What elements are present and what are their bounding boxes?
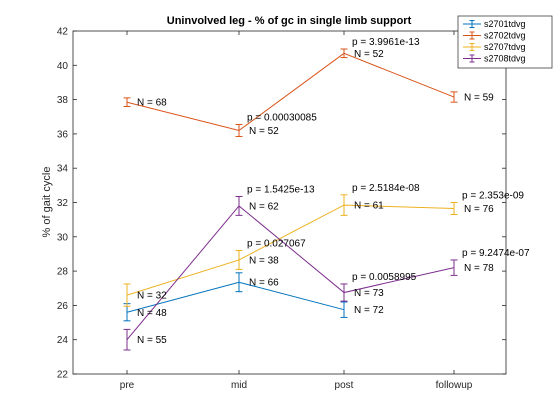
series-s2701tdvg [123,272,348,322]
series-line [126,204,455,296]
p-value-label: p = 1.5425e-13 [247,184,315,195]
error-bar [235,195,243,216]
legend-label: s2702tdvg [484,31,526,41]
y-tick-label: 30 [57,232,69,243]
n-label: N = 32 [137,291,167,302]
n-label: N = 78 [464,263,494,274]
n-label: N = 76 [464,204,494,215]
x-tick-label: mid [231,380,247,391]
error-bar [340,301,348,318]
y-tick-label: 32 [57,198,69,209]
error-bar [450,202,458,216]
legend-item-s2702tdvg: s2702tdvg [463,31,526,41]
legend-label: s2708tdvg [484,54,526,64]
y-tick-label: 22 [57,370,69,381]
chart-title: Uninvolved leg - % of gc in single limb … [167,15,412,27]
y-tick-label: 24 [57,335,69,346]
error-bar [123,283,131,307]
x-tick-label: followup [436,380,473,391]
p-value-label: p = 0.00030085 [247,112,317,123]
n-label: N = 52 [249,126,279,137]
n-label: N = 68 [137,98,167,109]
series-line [126,52,455,132]
p-value-label: p = 2.353e-09 [462,191,524,202]
error-bar [123,97,131,107]
series-layer [123,48,458,351]
n-label: N = 59 [464,93,494,104]
n-label: N = 62 [249,201,279,212]
n-label: N = 55 [137,335,167,346]
n-label: N = 52 [354,49,384,60]
legend-label: s2707tdvg [484,42,526,52]
y-tick-label: 26 [57,301,69,312]
y-tick-label: 38 [57,95,69,106]
p-value-label: p = 0.0058995 [352,272,417,283]
y-tick-label: 36 [57,129,69,140]
error-bar [450,91,458,103]
p-value-label: p = 0.027067 [247,239,306,250]
legend-item-s2707tdvg: s2707tdvg [463,42,526,52]
error-bar [450,259,458,276]
error-bar [235,272,243,293]
error-bar [235,250,243,270]
x-tick-label: pre [120,380,135,391]
error-bar [340,48,348,59]
error-bar [340,194,348,216]
legend-item-s2708tdvg: s2708tdvg [463,54,526,64]
p-value-label: p = 9.2474e-07 [462,248,530,259]
y-tick-label: 40 [57,61,69,72]
x-tick-label: post [335,380,354,391]
n-label: N = 66 [249,278,279,289]
n-label: N = 48 [137,308,167,319]
x-axis: pre mid post followup [120,31,473,391]
n-label: N = 61 [354,201,384,212]
series-s2708tdvg [123,195,458,351]
y-tick-label: 28 [57,267,69,278]
legend-item-s2701tdvg: s2701tdvg [463,19,526,29]
error-bar [123,328,131,351]
n-label: N = 38 [249,255,279,266]
legend-box [457,15,553,69]
n-label: N = 73 [354,288,384,299]
p-value-label: p = 3.9961e-13 [352,37,420,48]
error-bar [340,283,348,302]
series-s2707tdvg [123,194,458,307]
y-tick-label: 42 [57,27,69,38]
n-label: N = 72 [354,305,384,316]
p-value-label: p = 2.5184e-08 [352,183,420,194]
legend-label: s2701tdvg [484,19,526,29]
y-tick-label: 34 [57,164,69,175]
plot-area [72,30,507,375]
series-line [126,205,455,341]
series-s2702tdvg [123,48,458,137]
y-axis-label: % of gait cycle [41,167,53,238]
error-bar [235,123,243,137]
annotation-layer: N = 48 N = 66 N = 72 N = 68 N = 52 p = 0.0003… [137,37,530,346]
